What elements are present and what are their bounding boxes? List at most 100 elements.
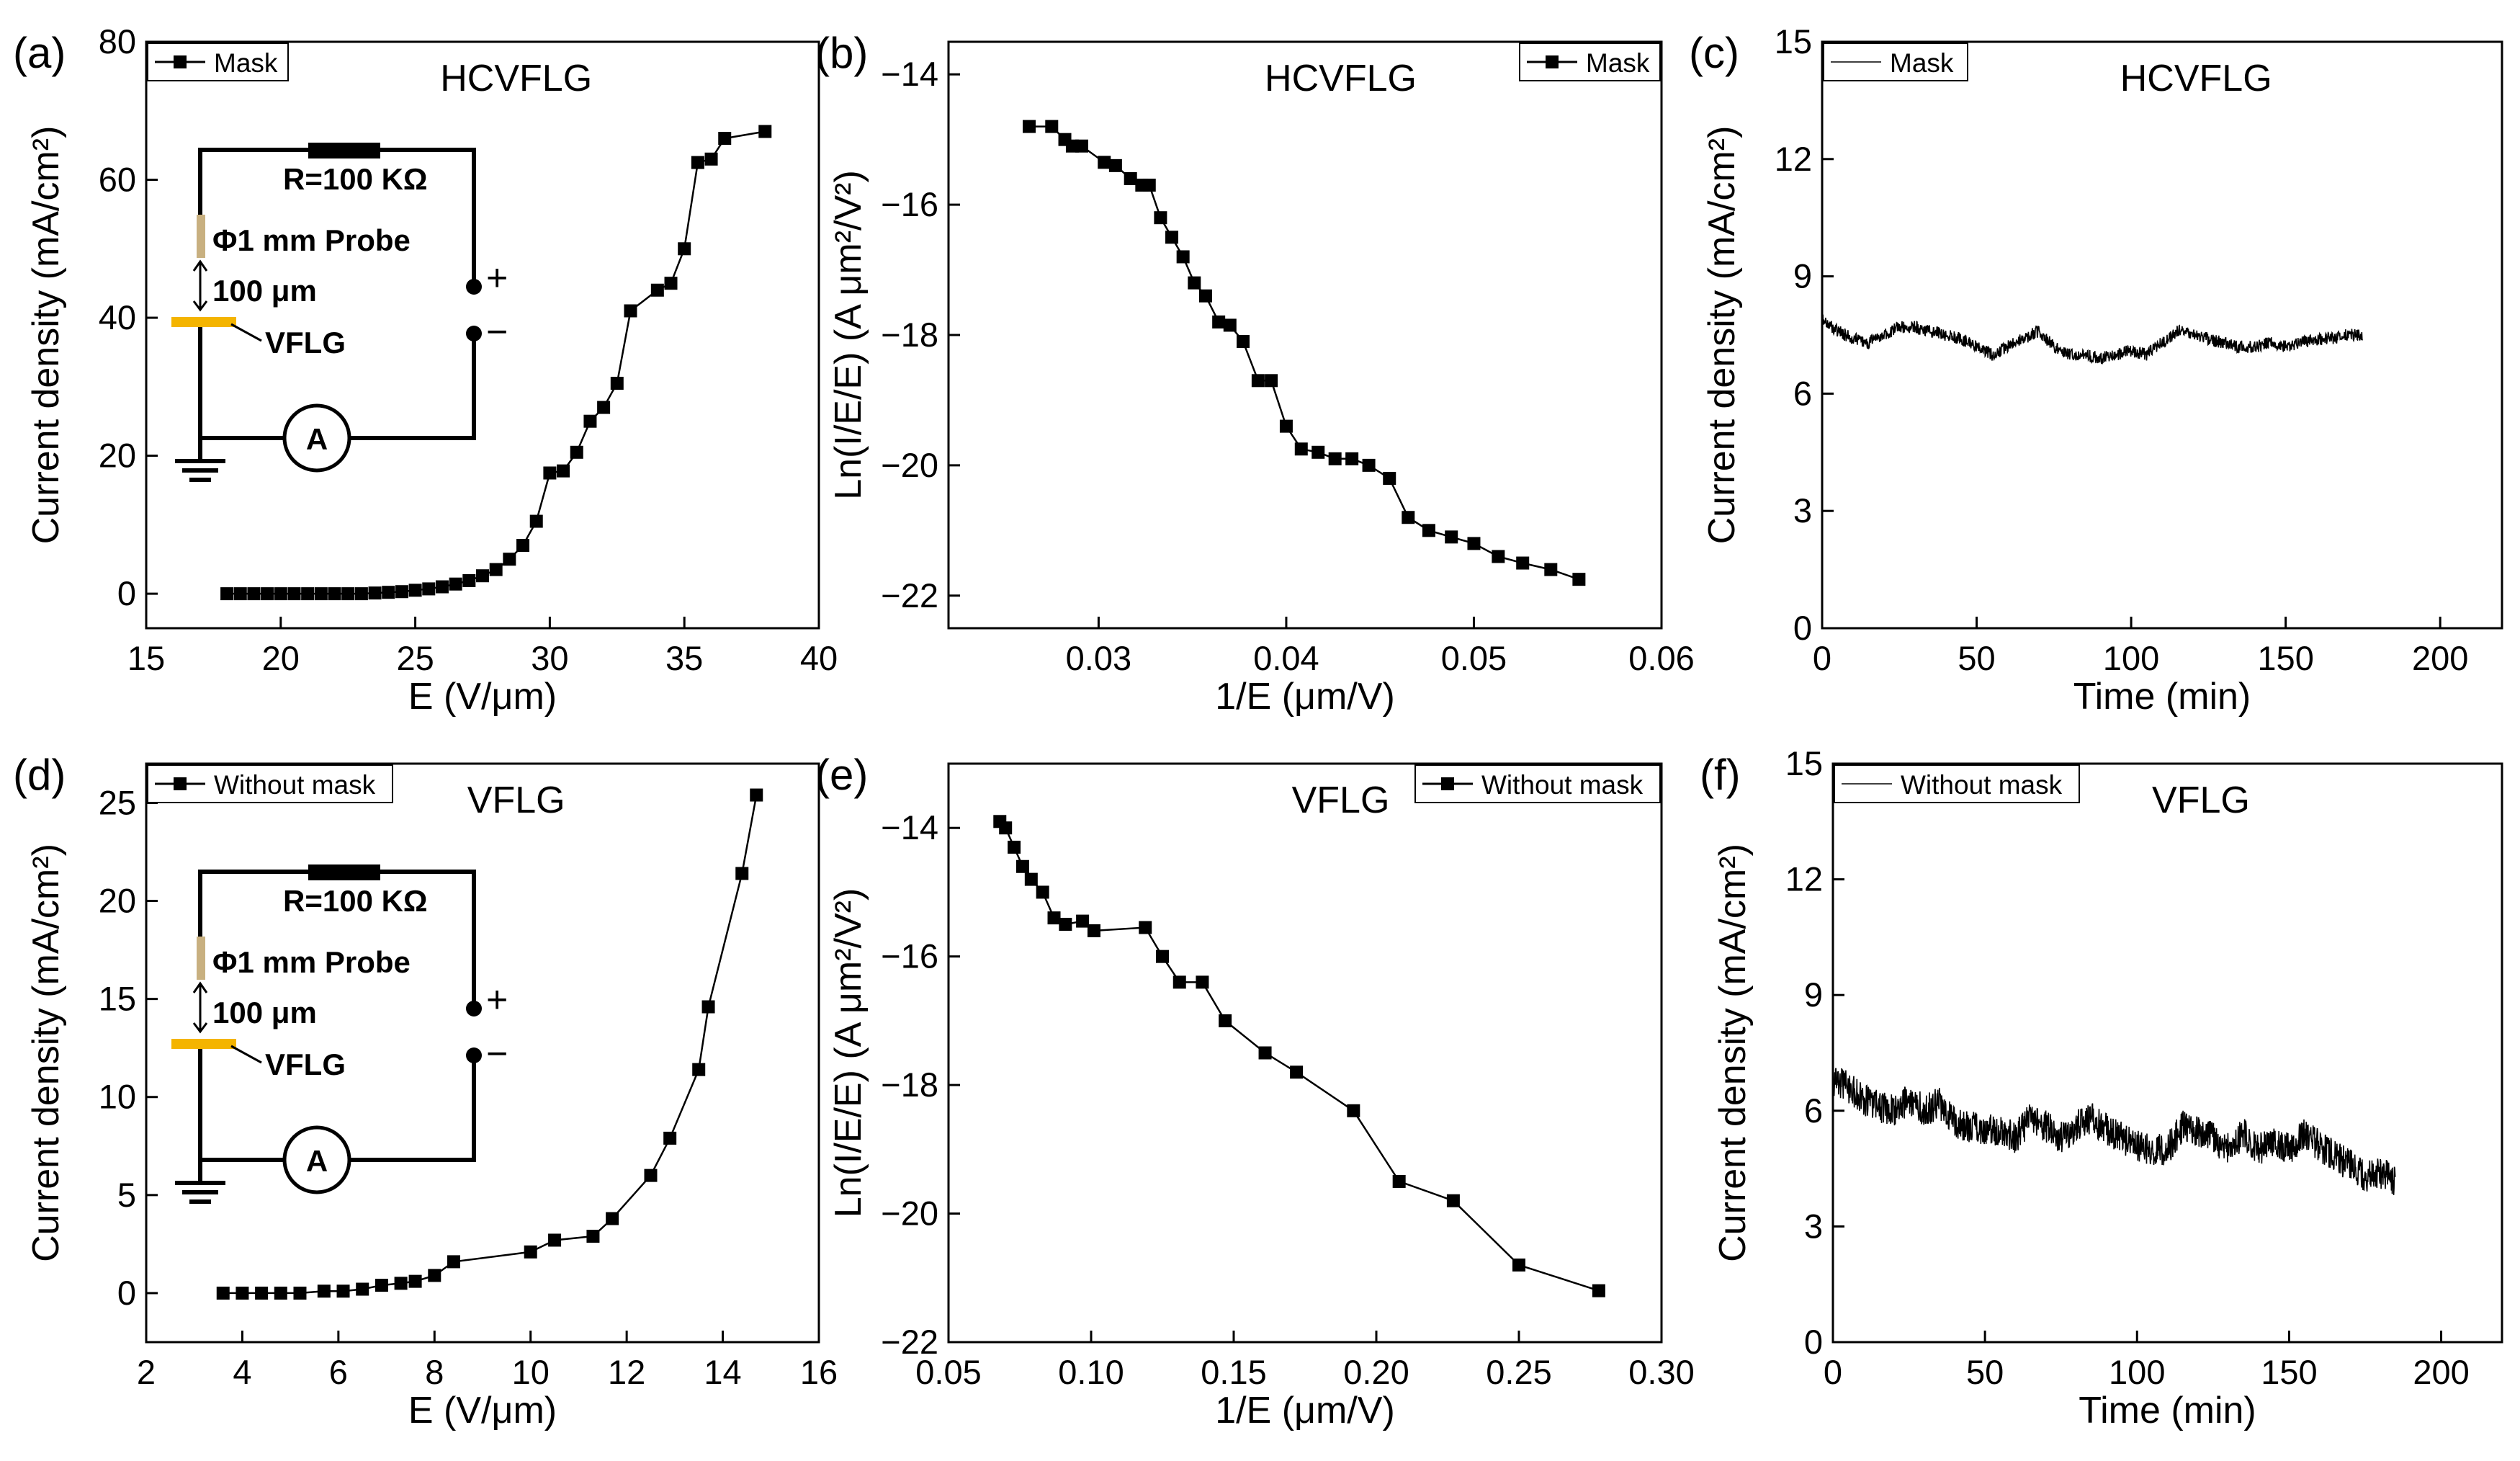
y-tick-label: 9 — [1804, 975, 1823, 1014]
data-point — [1212, 315, 1226, 329]
y-tick-label: 5 — [117, 1176, 136, 1214]
data-point — [1446, 1194, 1460, 1207]
x-tick-label: 20 — [262, 639, 300, 677]
data-point — [1279, 419, 1293, 433]
panel-label: (a) — [13, 29, 66, 77]
x-tick-label: 15 — [127, 639, 165, 677]
x-tick-label: 8 — [425, 1353, 444, 1391]
terminal-minus-icon — [466, 326, 482, 341]
data-point — [462, 573, 476, 587]
ammeter-icon — [282, 403, 351, 473]
data-point — [1237, 335, 1250, 349]
data-point — [1294, 442, 1308, 456]
y-tick-label: −16 — [881, 185, 938, 223]
x-tick-label: 100 — [2109, 1353, 2165, 1391]
x-tick-label: 0.05 — [1441, 639, 1507, 677]
probe-label: Φ1 mm Probe — [212, 223, 411, 257]
data-point — [606, 1212, 619, 1225]
axes-frame — [947, 762, 1663, 1344]
x-tick-label: 14 — [704, 1353, 741, 1391]
data-point — [341, 587, 355, 601]
ground-icon — [175, 438, 225, 482]
resistor-label: R=100 KΩ — [283, 162, 428, 196]
x-tick-label: 0.03 — [1066, 639, 1131, 677]
y-tick-label: 12 — [1775, 140, 1812, 178]
data-point — [704, 152, 718, 166]
terminal-plus-icon — [466, 1001, 482, 1017]
legend-label: Mask — [214, 48, 278, 78]
x-tick-label: 40 — [800, 639, 838, 677]
data-point — [1008, 840, 1021, 854]
data-point — [1402, 511, 1415, 524]
data-point — [356, 1282, 369, 1296]
data-point — [1258, 1046, 1272, 1060]
data-point — [1422, 524, 1435, 537]
y-tick-label: 15 — [99, 980, 136, 1018]
resistor-icon — [308, 864, 380, 880]
x-axis-label: Time (min) — [2073, 676, 2251, 718]
data-point — [1512, 1258, 1525, 1272]
sample-label: VFLG — [265, 326, 346, 359]
y-axis-label: Current density (mA/cm²) — [25, 126, 67, 545]
x-tick-label: 50 — [1958, 639, 1995, 677]
y-tick-label: −22 — [881, 1323, 938, 1361]
data-point — [650, 283, 664, 297]
data-point — [583, 414, 597, 428]
series-line-0 — [1821, 314, 2364, 365]
data-point — [1516, 556, 1530, 570]
data-point — [1188, 276, 1201, 290]
x-tick-label: 35 — [665, 639, 703, 677]
x-tick-label: 150 — [2261, 1353, 2317, 1391]
x-tick-label: 10 — [512, 1353, 550, 1391]
ammeter-icon — [282, 1125, 351, 1194]
gap-arrow-icon — [192, 259, 208, 312]
panel-label: (c) — [1689, 29, 1739, 77]
terminal-minus-icon — [466, 1047, 482, 1063]
data-point — [489, 563, 503, 576]
y-tick-label: −22 — [881, 576, 938, 615]
x-tick-label: 25 — [396, 639, 434, 677]
data-point — [1392, 1174, 1406, 1188]
legend-label: Without mask — [214, 770, 376, 800]
data-point — [586, 1230, 600, 1243]
probe-icon — [197, 937, 205, 980]
data-point — [516, 539, 530, 553]
chart-title: HCVFLG — [2120, 58, 2272, 99]
gap-label: 100 μm — [212, 274, 317, 308]
pointer-arrow-icon — [230, 1045, 262, 1064]
y-tick-label: 0 — [117, 1274, 136, 1312]
legend-marker — [1441, 777, 1454, 790]
data-point — [557, 464, 570, 478]
series-line-0 — [1029, 125, 1579, 581]
data-point — [1196, 975, 1209, 989]
x-tick-label: 0.15 — [1201, 1353, 1266, 1391]
data-point — [1219, 1014, 1232, 1027]
axes-frame — [1821, 40, 2503, 630]
terminal-plus-icon — [466, 279, 482, 295]
data-point — [1347, 1104, 1360, 1117]
data-point — [701, 1000, 715, 1014]
series-line-0 — [227, 130, 766, 595]
data-point — [293, 1286, 307, 1300]
data-point — [644, 1169, 658, 1182]
y-tick-label: −14 — [881, 55, 938, 93]
ground-icon — [175, 1160, 225, 1204]
x-tick-label: 0.30 — [1628, 1353, 1694, 1391]
data-point — [1265, 374, 1278, 388]
series-line-0 — [999, 821, 1600, 1292]
x-tick-label: 0.25 — [1486, 1353, 1551, 1391]
x-axis-label: 1/E (μm/V) — [1215, 1390, 1395, 1431]
data-point — [750, 788, 763, 802]
data-point — [503, 553, 516, 566]
data-point — [1467, 537, 1481, 550]
data-point — [548, 1233, 562, 1247]
data-point — [692, 1063, 706, 1076]
ammeter-label: A — [306, 1144, 328, 1178]
data-point — [375, 1279, 388, 1292]
x-tick-label: 4 — [233, 1353, 251, 1391]
x-tick-label: 12 — [608, 1353, 645, 1391]
data-point — [1383, 471, 1396, 485]
data-point — [1172, 975, 1186, 989]
x-tick-label: 0.10 — [1058, 1353, 1124, 1391]
